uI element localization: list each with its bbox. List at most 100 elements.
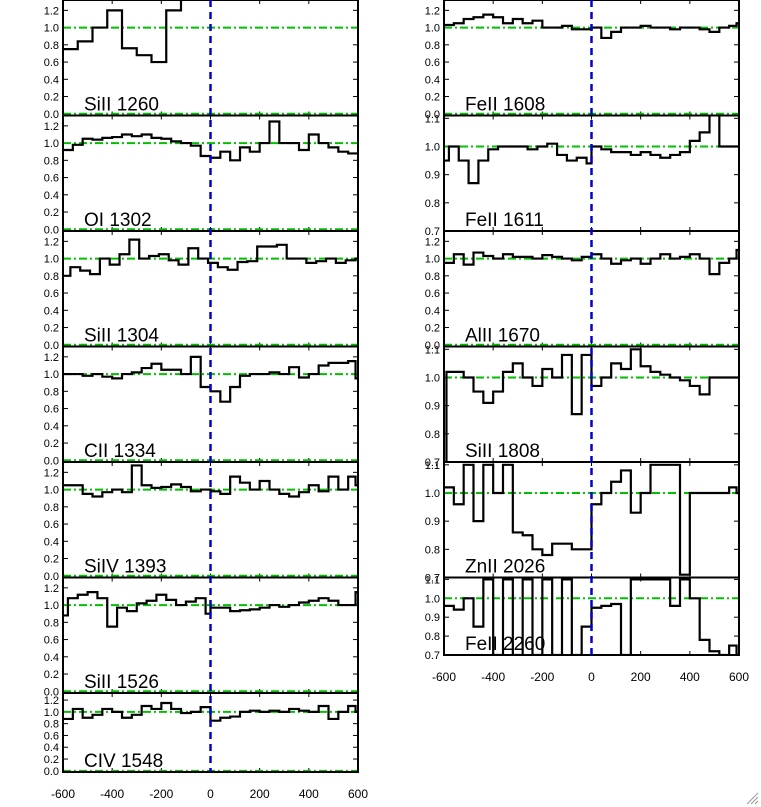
y-tick-label: 1.2 <box>44 467 59 479</box>
y-tick-label: 1.0 <box>44 485 59 497</box>
y-tick-label: 0.0 <box>44 686 59 698</box>
panel-znii-2026: 0.7 0.8 0.9 1.0 1.1 ZnII 2026 <box>425 460 740 585</box>
y-tick-label: 0.8 <box>44 502 59 514</box>
x-tick-label: 200 <box>250 787 270 801</box>
panel-label: SiII 1304 <box>84 326 159 347</box>
x-tick-label: 600 <box>348 787 368 801</box>
y-tick-label: 0.8 <box>425 631 440 643</box>
y-tick-label: 1.0 <box>425 593 440 605</box>
y-tick-label: 0.2 <box>425 323 440 335</box>
y-tick-label: 1.2 <box>425 5 440 17</box>
y-tick-label: 0.8 <box>44 719 59 731</box>
y-tick-label: 1.0 <box>425 141 440 153</box>
y-tick-label: 0.4 <box>425 305 440 317</box>
y-tick-label: 0.8 <box>425 198 440 210</box>
y-tick-label: 1.2 <box>44 5 59 17</box>
x-tick-label: 600 <box>729 670 749 684</box>
panel-feii-1611: 0.7 0.8 0.9 1.0 1.1 FeII 1611 <box>425 113 740 238</box>
y-tick-label: 0.7 <box>425 226 440 238</box>
y-tick-label: 1.1 <box>425 574 440 586</box>
y-tick-label: 0.0 <box>44 455 59 467</box>
y-tick-label: 0.6 <box>44 57 59 69</box>
y-tick-label: 0.8 <box>44 617 59 629</box>
y-tick-label: 0.4 <box>44 305 59 317</box>
spectrum-line <box>63 120 358 162</box>
spectrum-line <box>444 115 739 185</box>
panel-oi-1302: 0.0 0.2 0.4 0.6 0.8 1.0 1.2 OI 1302 <box>44 114 359 236</box>
x-tick-label: 400 <box>680 670 700 684</box>
spectrum-line <box>444 463 739 576</box>
y-tick-label: 0.2 <box>44 754 59 766</box>
y-tick-label: 0.2 <box>44 207 59 219</box>
y-tick-label: 0.2 <box>44 323 59 335</box>
y-tick-label: 0.8 <box>44 155 59 167</box>
y-tick-label: 0.8 <box>44 386 59 398</box>
x-tick-label: -600 <box>432 670 456 684</box>
x-tick-label: 0 <box>588 670 595 684</box>
panel-feii-2260: 0.7 0.8 0.9 1.0 1.1 FeII 2260 <box>425 574 740 662</box>
y-tick-label: 0.7 <box>425 457 440 469</box>
panel-siiv-1393: 0.0 0.2 0.4 0.6 0.8 1.0 1.2 SiIV 1393 <box>44 461 359 583</box>
y-tick-label: 1.2 <box>44 583 59 595</box>
spectrum-line <box>63 464 358 498</box>
y-tick-label: 0.4 <box>44 652 59 664</box>
panel-civ-1548: 0.00.20.40.60.81.01.2 CIV 1548 <box>44 692 359 778</box>
y-tick-label: 1.2 <box>44 695 59 707</box>
y-tick-label: 1.0 <box>44 600 59 612</box>
y-tick-label: 0.9 <box>425 516 440 528</box>
y-tick-label: 1.0 <box>425 372 440 384</box>
y-tick-label: 0.6 <box>44 519 59 531</box>
y-tick-label: 0.0 <box>425 109 440 121</box>
y-tick-label: 0.7 <box>425 573 440 585</box>
y-tick-label: 0.9 <box>425 401 440 413</box>
x-tick-label: 400 <box>299 787 319 801</box>
y-tick-label: 0.0 <box>425 340 440 352</box>
panel-label: CII 1334 <box>84 441 156 462</box>
panel-label: SiII 1526 <box>84 672 159 693</box>
y-tick-label: 0.0 <box>44 766 59 778</box>
y-tick-label: 1.1 <box>425 460 440 472</box>
resize-grip-icon[interactable] <box>745 791 759 805</box>
panel-feii-1608: 0.0 0.2 0.4 0.6 0.8 1.0 1.2 FeII 1608 <box>425 0 740 121</box>
panel-siii-1260: 0.0 0.2 0.4 0.6 0.8 1.0 1.2 SiII 1260 <box>44 0 359 121</box>
y-tick-label: 0.6 <box>44 635 59 647</box>
panel-label: ZnII 2026 <box>465 557 545 578</box>
x-tick-label: -200 <box>149 787 173 801</box>
x-tick-label: 0 <box>207 787 214 801</box>
y-tick-label: 0.8 <box>425 271 440 283</box>
y-tick-label: 0.2 <box>44 669 59 681</box>
y-tick-label: 0.8 <box>425 40 440 52</box>
spectrum-line <box>63 591 358 628</box>
y-tick-label: 1.0 <box>44 707 59 719</box>
y-tick-label: 0.2 <box>425 92 440 104</box>
panel-cii-1334: 0.0 0.2 0.4 0.6 0.8 1.0 1.2 CII 1334 <box>44 345 359 467</box>
spectrum-line <box>444 348 739 462</box>
y-tick-label: 0.8 <box>44 40 59 52</box>
y-tick-label: 1.0 <box>44 23 59 35</box>
panel-label: AlII 1670 <box>465 326 540 347</box>
spectrum-line <box>63 701 358 722</box>
y-tick-label: 0.4 <box>44 190 59 202</box>
y-tick-label: 0.4 <box>44 74 59 86</box>
y-tick-label: 0.2 <box>44 92 59 104</box>
panel-alii-1670: 0.0 0.2 0.4 0.6 0.8 1.0 1.2 AlII 1670 <box>425 230 740 352</box>
panel-label: SiIV 1393 <box>84 557 166 578</box>
y-tick-label: 1.0 <box>425 23 440 35</box>
y-tick-label: 0.2 <box>44 438 59 450</box>
y-tick-label: 0.0 <box>44 340 59 352</box>
y-tick-label: 0.0 <box>44 109 59 121</box>
spectrum-line <box>63 355 358 403</box>
y-tick-label: 1.0 <box>425 254 440 266</box>
panel-siii-1304: 0.0 0.2 0.4 0.6 0.8 1.0 1.2 SiII 1304 <box>44 230 359 352</box>
x-tick-label: 200 <box>631 670 651 684</box>
y-tick-label: 0.8 <box>425 429 440 441</box>
spectrum-line <box>63 238 358 277</box>
y-tick-label: 1.0 <box>425 488 440 500</box>
y-tick-label: 0.7 <box>425 650 440 662</box>
x-tick-label: -200 <box>530 670 554 684</box>
y-tick-label: 1.2 <box>425 236 440 248</box>
y-tick-label: 1.0 <box>44 254 59 266</box>
panel-label: OI 1302 <box>84 210 152 231</box>
y-tick-label: 0.6 <box>44 404 59 416</box>
